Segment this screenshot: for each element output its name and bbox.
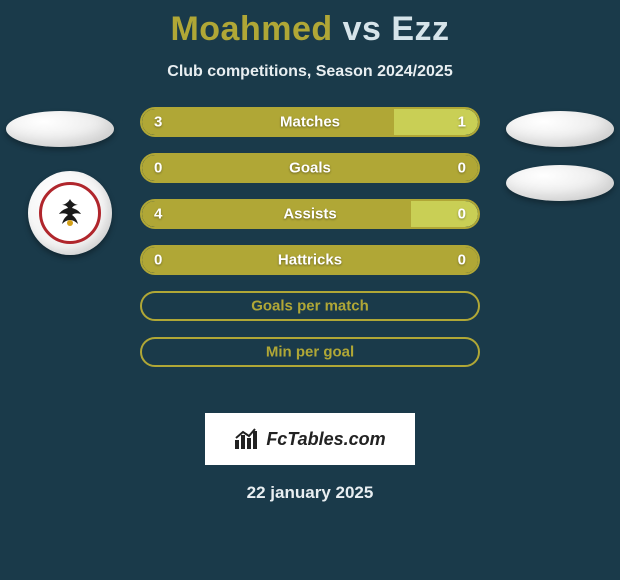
stat-bar-row: Min per goal: [140, 337, 480, 367]
bar-label: Goals: [142, 160, 478, 177]
player1-name: Moahmed: [170, 10, 332, 48]
brand-box[interactable]: FcTables.com: [205, 413, 415, 465]
bar-label: Assists: [142, 206, 478, 223]
vs-text: vs: [343, 10, 382, 48]
subtitle: Club competitions, Season 2024/2025: [0, 63, 620, 81]
club-badge: [28, 171, 112, 255]
brand-text: FcTables.com: [266, 429, 385, 450]
comparison-arena: 31Matches 00Goals 40Assists 00Hattricks Goal…: [0, 107, 620, 407]
player1-placeholder-oval: [6, 111, 114, 147]
bar-label: Goals per match: [142, 298, 478, 315]
stat-bar-row: 00Hattricks: [140, 245, 480, 275]
bar-label: Matches: [142, 114, 478, 131]
stat-bar-row: 31Matches: [140, 107, 480, 137]
bar-label: Min per goal: [142, 344, 478, 361]
player2-placeholder-oval-1: [506, 111, 614, 147]
player2-name: Ezz: [391, 10, 449, 48]
eagle-icon: [50, 193, 90, 233]
stat-bar-row: 40Assists: [140, 199, 480, 229]
stat-bar-row: Goals per match: [140, 291, 480, 321]
club-badge-inner: [39, 182, 101, 244]
stat-bars: 31Matches 00Goals 40Assists 00Hattricks Goal…: [140, 107, 480, 383]
bar-label: Hattricks: [142, 252, 478, 269]
brand-chart-icon: [234, 428, 260, 450]
snapshot-date: 22 january 2025: [0, 483, 620, 503]
comparison-title: Moahmed vs Ezz: [0, 0, 620, 49]
player2-placeholder-oval-2: [506, 165, 614, 201]
stat-bar-row: 00Goals: [140, 153, 480, 183]
